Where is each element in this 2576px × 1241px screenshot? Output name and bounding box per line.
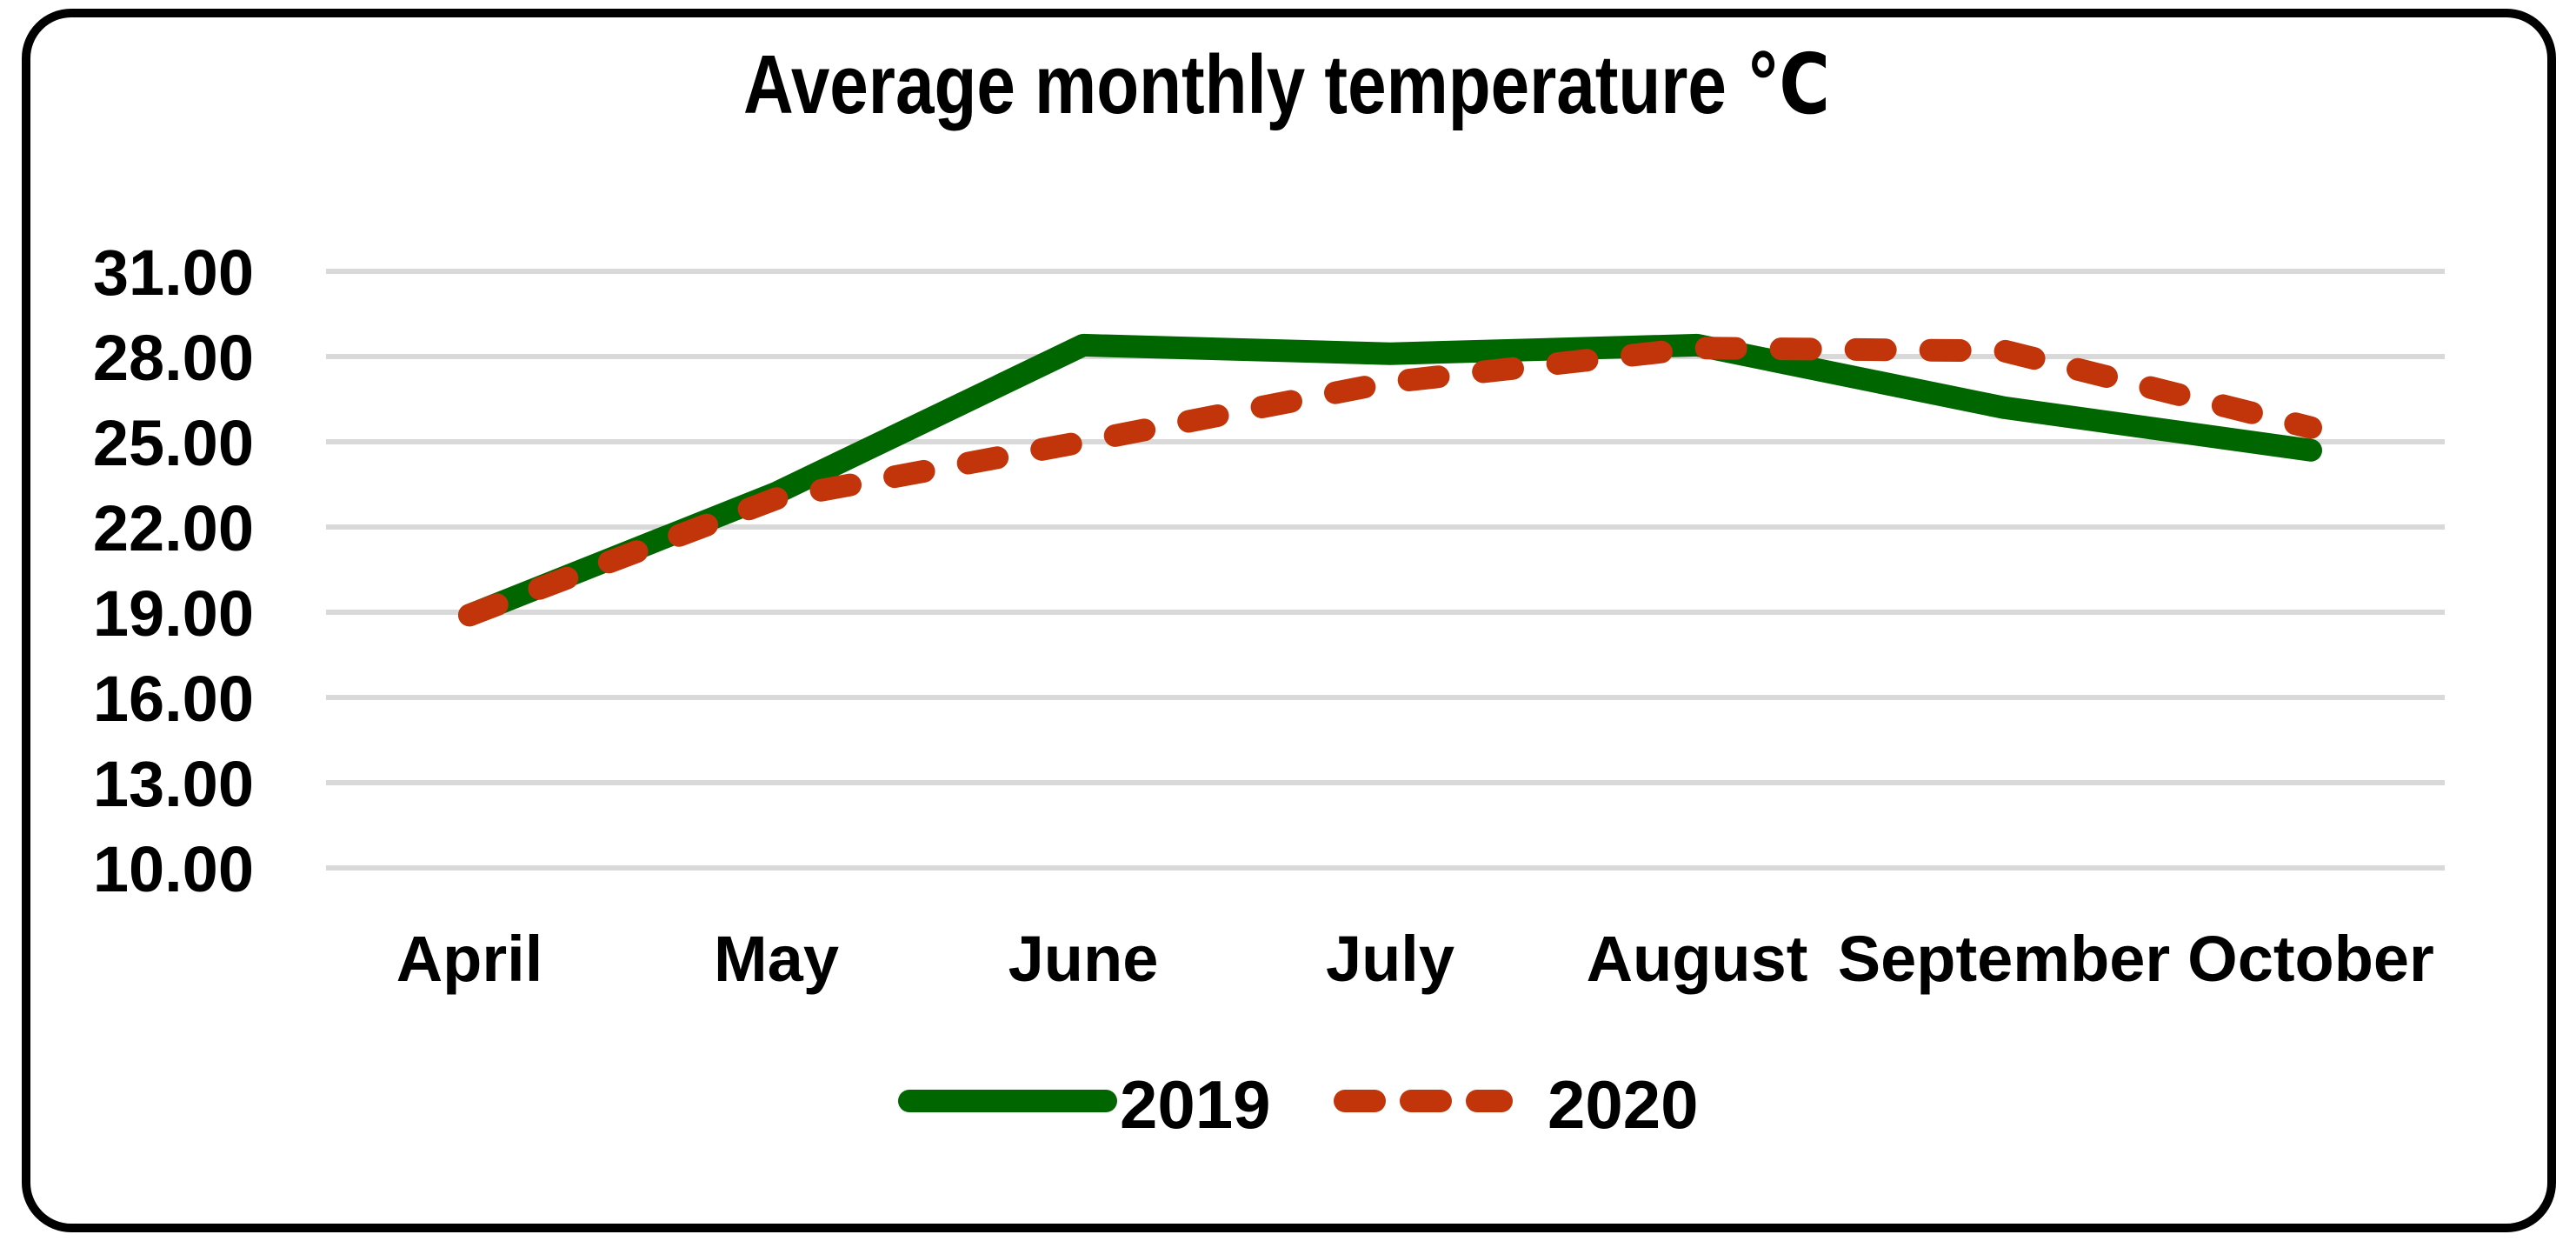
x-axis-tick-label: September <box>1838 923 2170 995</box>
legend: 2019 2020 <box>898 1066 1699 1143</box>
y-axis-tick-label: 16.00 <box>93 663 254 735</box>
x-axis-tick-label: April <box>396 923 543 995</box>
x-axis-tick-label: October <box>2187 923 2434 995</box>
y-axis-tick-label: 28.00 <box>93 322 254 394</box>
y-axis-labels: 31.00 28.00 25.00 22.00 19.00 16.00 13.00 10.00 <box>93 237 254 905</box>
series-line-2019 <box>458 333 2322 627</box>
x-axis-tick-label: August <box>1587 923 1808 995</box>
y-axis-tick-label: 25.00 <box>93 407 254 479</box>
series-line-2020 <box>458 337 2322 627</box>
y-axis-tick-label: 10.00 <box>93 833 254 905</box>
card-border <box>22 9 2556 1232</box>
x-axis-tick-label: May <box>714 923 839 995</box>
x-axis-tick-label: July <box>1326 923 1454 995</box>
y-axis-tick-label: 31.00 <box>93 237 254 309</box>
x-axis-labels: April May June July August September October <box>396 923 2434 995</box>
series-lines <box>458 333 2322 627</box>
legend-label-2019: 2019 <box>1120 1066 1271 1143</box>
x-axis-tick-label: June <box>1008 923 1159 995</box>
chart-title: Average monthly temperature ℃ <box>743 38 1830 131</box>
legend-label-2020: 2020 <box>1548 1066 1699 1143</box>
y-axis-tick-label: 22.00 <box>93 492 254 564</box>
y-axis-tick-label: 13.00 <box>93 748 254 820</box>
y-axis-tick-label: 19.00 <box>93 577 254 650</box>
